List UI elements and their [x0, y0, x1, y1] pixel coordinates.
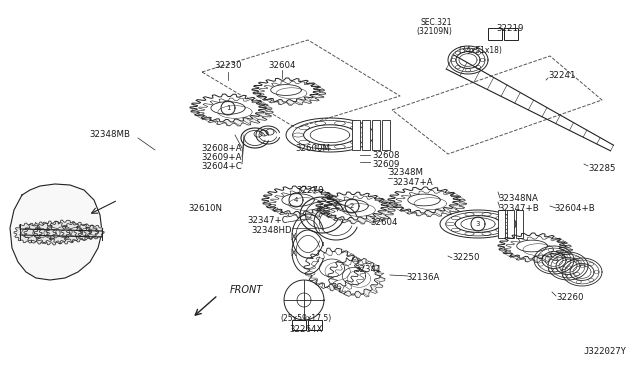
Polygon shape [84, 225, 104, 239]
Text: 32609+A: 32609+A [202, 153, 242, 161]
Text: 2: 2 [350, 203, 354, 209]
Text: 32348MB: 32348MB [89, 129, 130, 138]
Text: 32348M: 32348M [388, 167, 423, 176]
Text: 32136A: 32136A [406, 273, 440, 282]
Polygon shape [323, 196, 395, 224]
Polygon shape [304, 248, 360, 288]
Polygon shape [34, 221, 70, 245]
Bar [308, 320, 322, 330]
Text: X: X [291, 232, 297, 241]
Text: 32610N: 32610N [188, 203, 222, 212]
Text: 32347+A: 32347+A [392, 177, 433, 186]
Polygon shape [498, 233, 566, 259]
Polygon shape [504, 237, 572, 263]
Text: 32604: 32604 [268, 61, 296, 70]
Text: 32219: 32219 [496, 23, 524, 32]
Polygon shape [10, 184, 102, 280]
Bar [516, 210, 523, 238]
Text: FRONT: FRONT [230, 285, 263, 295]
Polygon shape [394, 190, 467, 217]
Polygon shape [24, 222, 56, 244]
Bar [362, 120, 370, 150]
Text: 32348HD: 32348HD [252, 225, 292, 234]
Bar [382, 120, 390, 150]
Text: 32347+B: 32347+B [498, 203, 539, 212]
Polygon shape [190, 94, 266, 122]
Polygon shape [316, 192, 388, 220]
Text: 32600M: 32600M [295, 144, 330, 153]
Text: 32341: 32341 [354, 266, 381, 275]
Polygon shape [388, 187, 460, 213]
Polygon shape [258, 81, 326, 105]
Text: 32347+C: 32347+C [247, 215, 288, 224]
Text: 32604+C: 32604+C [201, 161, 242, 170]
Text: SEC.321: SEC.321 [420, 17, 452, 26]
Polygon shape [61, 222, 91, 242]
Polygon shape [310, 251, 365, 291]
Text: X: X [291, 248, 297, 257]
Text: 32608: 32608 [372, 151, 399, 160]
Text: 3: 3 [476, 221, 480, 227]
Text: 32604: 32604 [370, 218, 397, 227]
Bar [507, 210, 514, 238]
Polygon shape [333, 260, 385, 298]
Bar [488, 28, 502, 40]
Polygon shape [262, 186, 334, 214]
Text: 32348NA: 32348NA [498, 193, 538, 202]
Bar [504, 28, 518, 40]
Text: 32241: 32241 [548, 71, 575, 80]
Text: 32285: 32285 [588, 164, 616, 173]
Text: 32264X: 32264X [289, 326, 323, 334]
Bar [498, 210, 505, 238]
Polygon shape [14, 223, 42, 243]
Polygon shape [74, 224, 98, 240]
Polygon shape [269, 190, 341, 218]
Text: J322027Y: J322027Y [583, 347, 626, 356]
Polygon shape [197, 98, 273, 126]
Text: (34x51x18): (34x51x18) [458, 45, 502, 55]
Bar [372, 120, 380, 150]
Text: 32608+A: 32608+A [202, 144, 242, 153]
Text: 32270: 32270 [296, 186, 323, 195]
Polygon shape [252, 78, 320, 102]
Text: (25x59x17.5): (25x59x17.5) [280, 314, 332, 323]
Text: (32109N): (32109N) [416, 26, 452, 35]
Text: 32604+B: 32604+B [554, 203, 595, 212]
Polygon shape [328, 257, 380, 295]
Bar [292, 320, 306, 330]
Text: 32230: 32230 [214, 61, 242, 70]
Text: 32250: 32250 [452, 253, 479, 263]
Polygon shape [46, 220, 82, 244]
Text: 32609: 32609 [372, 160, 399, 169]
Text: 32260: 32260 [556, 294, 584, 302]
Text: 1: 1 [226, 105, 230, 111]
Bar [352, 120, 360, 150]
Text: 4: 4 [294, 197, 298, 203]
